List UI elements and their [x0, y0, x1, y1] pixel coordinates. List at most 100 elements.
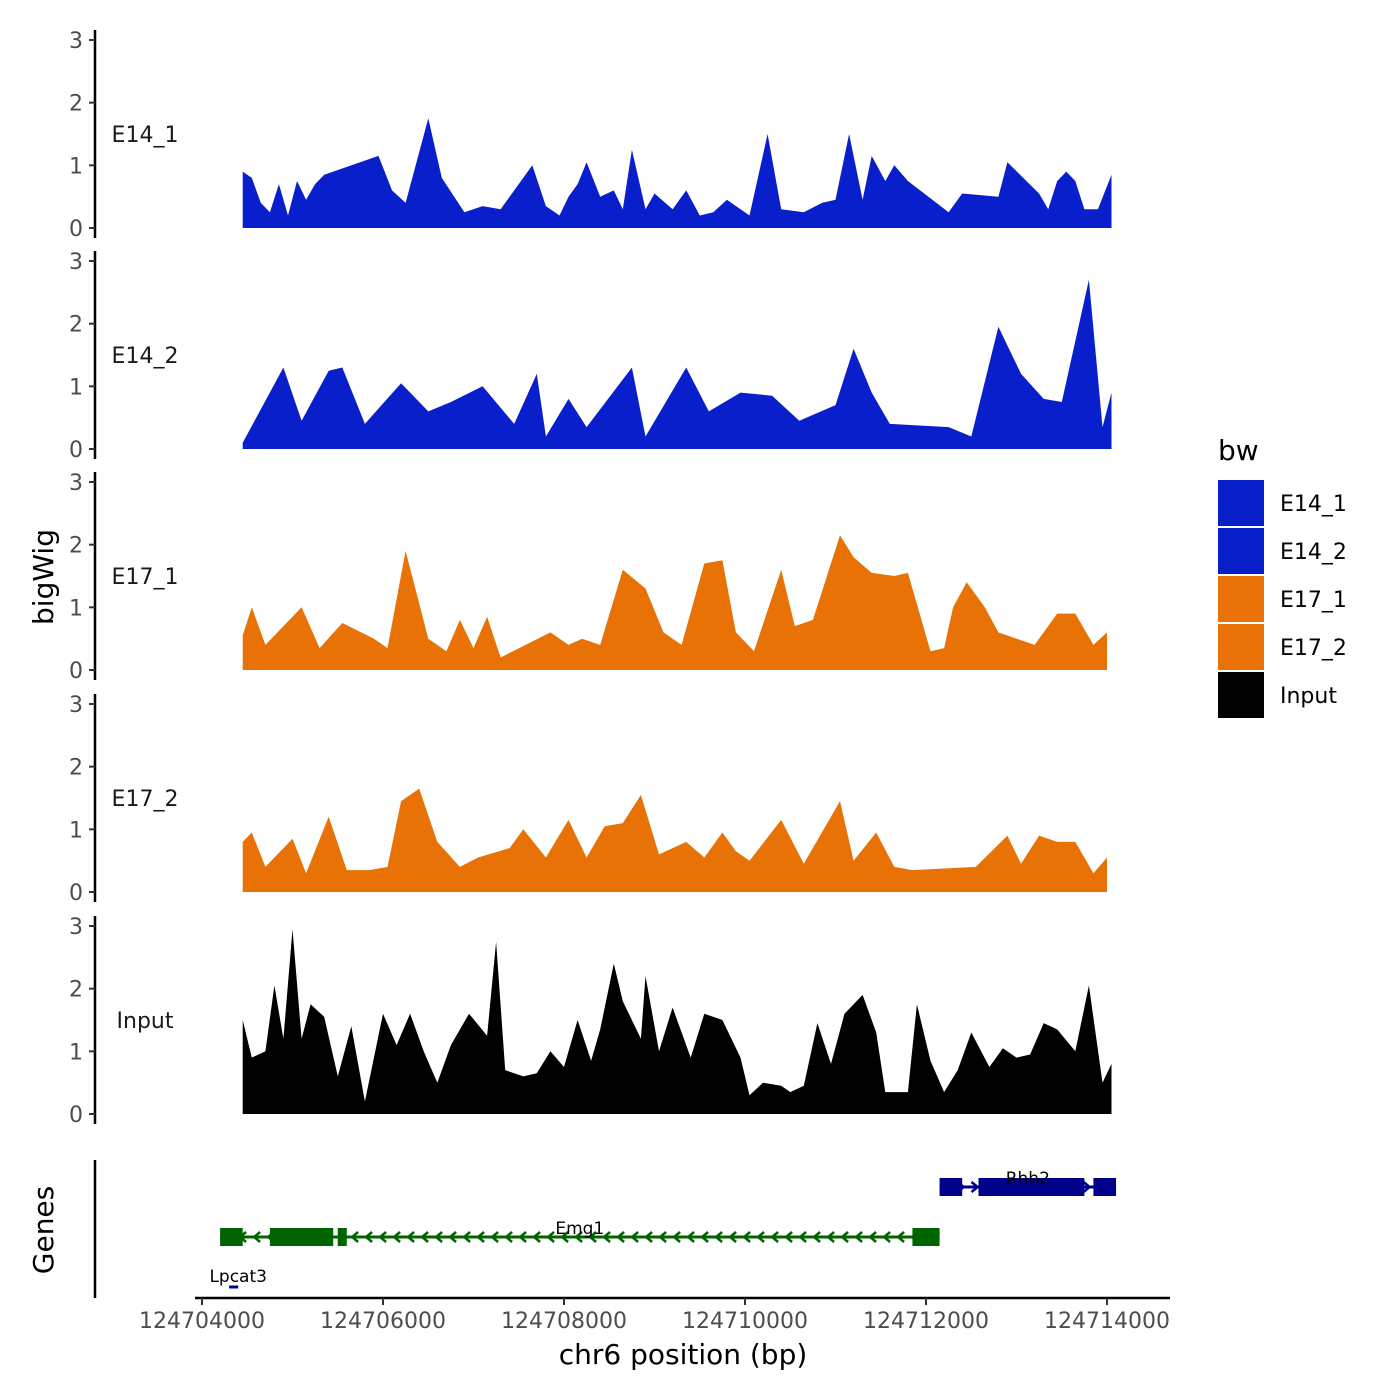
- strand-chevron: [686, 1231, 695, 1243]
- y-tick-label: 0: [69, 881, 83, 906]
- strand-chevron: [462, 1231, 471, 1243]
- strand-chevron: [392, 1231, 401, 1243]
- strand-chevron: [252, 1231, 261, 1243]
- strand-chevron: [602, 1231, 611, 1243]
- strand-chevron: [658, 1231, 667, 1243]
- legend-title: bw: [1218, 434, 1259, 467]
- track-Input: 0 1 2 3 Input: [69, 915, 1112, 1128]
- exon: [912, 1228, 940, 1246]
- strand-chevron: [868, 1231, 877, 1243]
- y-tick-label: 1: [69, 154, 83, 179]
- exon: [978, 1178, 1085, 1196]
- exon: [269, 1228, 334, 1246]
- track-label-E17_2: E17_2: [112, 787, 179, 812]
- x-axis: 124704000 124706000 124708000 124710000 1247…: [139, 1296, 1170, 1334]
- y-tick-label: 3: [69, 915, 83, 940]
- strand-chevron: [970, 1181, 980, 1193]
- y-axis-title: bigWig: [27, 529, 60, 625]
- y-tick-label: 0: [69, 659, 83, 684]
- area-E14_2: [242, 279, 1112, 449]
- strand-chevron: [560, 1231, 569, 1243]
- y-tick-label: 0: [69, 438, 83, 463]
- strand-chevron: [882, 1231, 891, 1243]
- y-tick-label: 2: [69, 534, 83, 559]
- strand-chevron: [434, 1231, 443, 1243]
- strand-chevron: [700, 1231, 709, 1243]
- y-tick-label: 3: [69, 693, 83, 718]
- exon: [337, 1228, 347, 1246]
- strand-chevron: [756, 1231, 765, 1243]
- gene-label: Lpcat3: [209, 1267, 267, 1287]
- strand-chevron: [588, 1231, 597, 1243]
- strand-chevron: [840, 1231, 849, 1243]
- gene-label: Rhh2: [1006, 1169, 1050, 1189]
- strand-chevron: [378, 1231, 387, 1243]
- y-tick-label: 3: [69, 29, 83, 54]
- track-label-E14_1: E14_1: [112, 123, 179, 148]
- y-tick-label: 1: [69, 375, 83, 400]
- strand-chevron: [490, 1231, 499, 1243]
- y-tick-label: 3: [69, 250, 83, 275]
- y-tick-label: 0: [69, 1103, 83, 1128]
- y-tick-label: 1: [69, 818, 83, 843]
- legend-swatch: [1218, 672, 1264, 718]
- strand-chevron: [476, 1231, 485, 1243]
- y-tick-label: 1: [69, 1040, 83, 1065]
- legend-item-E14_2: E14_2: [1218, 528, 1347, 574]
- strand-chevron: [644, 1231, 653, 1243]
- legend-item-E17_1: E17_1: [1218, 576, 1347, 622]
- legend-label: E17_2: [1280, 636, 1347, 661]
- exon: [220, 1228, 243, 1246]
- legend-swatch: [1218, 576, 1264, 622]
- legend-label: E17_1: [1280, 588, 1347, 613]
- track-E14_1: 0 1 2 3 E14_1: [69, 29, 1112, 242]
- strand-chevron: [616, 1231, 625, 1243]
- strand-chevron: [742, 1231, 751, 1243]
- x-axis-title: chr6 position (bp): [559, 1338, 808, 1371]
- y-tick-label: 0: [69, 217, 83, 242]
- track-label-Input: Input: [117, 1009, 174, 1034]
- legend-item-E14_1: E14_1: [1218, 480, 1347, 526]
- legend-item-Input: Input: [1218, 672, 1337, 718]
- exon: [1093, 1178, 1117, 1196]
- legend-label: Input: [1280, 684, 1337, 709]
- genes-axis-title: Genes: [27, 1186, 60, 1274]
- area-Input: [242, 929, 1112, 1114]
- strand-chevron: [896, 1231, 905, 1243]
- legend-swatch: [1218, 528, 1264, 574]
- x-tick-label: 124710000: [682, 1309, 808, 1334]
- strand-chevron: [630, 1231, 639, 1243]
- area-E17_2: [242, 788, 1107, 892]
- strand-chevron: [826, 1231, 835, 1243]
- x-tick-label: 124708000: [501, 1309, 627, 1334]
- strand-chevron: [574, 1231, 583, 1243]
- legend-label: E14_1: [1280, 492, 1347, 517]
- exon: [939, 1178, 963, 1196]
- track-E17_2: 0 1 2 3 E17_2: [69, 693, 1107, 906]
- y-tick-label: 2: [69, 313, 83, 338]
- strand-chevron: [448, 1231, 457, 1243]
- y-tick-label: 1: [69, 596, 83, 621]
- legend-item-E17_2: E17_2: [1218, 624, 1347, 670]
- x-tick-label: 124714000: [1044, 1309, 1170, 1334]
- track-label-E14_2: E14_2: [112, 344, 179, 369]
- gene-label: Emg1: [555, 1219, 604, 1239]
- area-E14_1: [242, 118, 1112, 228]
- legend-swatch: [1218, 480, 1264, 526]
- strand-chevron: [364, 1231, 373, 1243]
- strand-chevron: [518, 1231, 527, 1243]
- legend: bw E14_1 E14_2 E17_1 E17_2 Input: [1218, 434, 1347, 718]
- x-tick-label: 124704000: [139, 1309, 265, 1334]
- legend-label: E14_2: [1280, 540, 1347, 565]
- strand-chevron: [784, 1231, 793, 1243]
- y-tick-label: 3: [69, 471, 83, 496]
- strand-chevron: [854, 1231, 863, 1243]
- strand-chevron: [812, 1231, 821, 1243]
- strand-chevron: [728, 1231, 737, 1243]
- gene-Lpcat3: Lpcat3: [209, 1267, 267, 1289]
- gene-Rhh2: Rhh2: [939, 1169, 1117, 1196]
- strand-chevron: [1082, 1181, 1092, 1193]
- x-tick-label: 124706000: [320, 1309, 446, 1334]
- strand-chevron: [420, 1231, 429, 1243]
